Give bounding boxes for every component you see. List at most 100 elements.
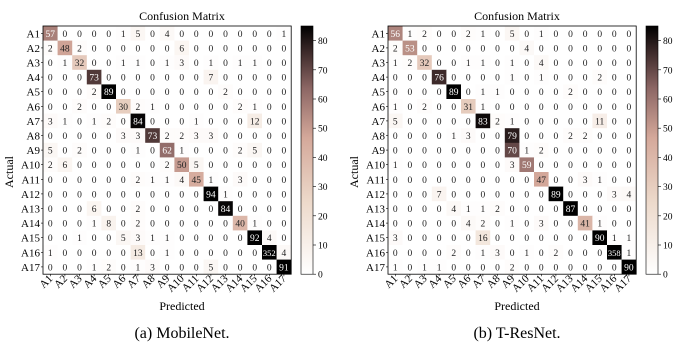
- row-tick-label: A11: [21, 174, 40, 186]
- matrix-cell: [461, 69, 476, 85]
- matrix-cell: [218, 142, 234, 158]
- cell-value: 1: [627, 234, 632, 244]
- cell-value: 3: [179, 59, 184, 69]
- matrix-cell: [475, 215, 491, 231]
- cell-value: 0: [612, 88, 617, 98]
- matrix-cell: [402, 128, 418, 144]
- matrix-cell: [145, 40, 161, 56]
- cell-value: 0: [627, 74, 632, 84]
- matrix-cell: [203, 128, 219, 144]
- matrix-cell: [262, 142, 277, 158]
- panel-a-caption: (a) MobileNet.: [134, 325, 229, 342]
- cell-value: 0: [568, 161, 573, 171]
- matrix-cell: [402, 69, 418, 85]
- matrix-cell: [116, 69, 131, 85]
- matrix-cell: [86, 69, 102, 85]
- matrix-cell: [519, 142, 535, 158]
- matrix-cell: [461, 157, 476, 173]
- matrix-cell: [577, 142, 593, 158]
- matrix-cell: [145, 69, 161, 85]
- cell-value: 0: [481, 44, 486, 54]
- cell-value: 0: [48, 103, 53, 113]
- matrix-cell: [101, 69, 117, 85]
- cell-value: 0: [267, 117, 272, 127]
- matrix-cell: [402, 40, 418, 56]
- cell-value: 0: [209, 234, 214, 244]
- cell-value: 1: [510, 74, 515, 84]
- matrix-cell: [577, 84, 593, 100]
- matrix-cell: [592, 245, 608, 260]
- matrix-cell: [203, 113, 219, 129]
- matrix-cell: [490, 245, 506, 260]
- matrix-cell: [203, 186, 219, 202]
- cell-value: 0: [282, 176, 287, 186]
- col-tick-label: A17: [612, 272, 634, 294]
- matrix-cell: [72, 215, 88, 231]
- matrix-cell: [607, 172, 622, 187]
- cell-value: 3: [583, 176, 588, 186]
- cell-value: 0: [165, 88, 170, 98]
- cell-value: 0: [481, 263, 486, 273]
- cell-value: 0: [510, 190, 515, 200]
- matrix-cell: [174, 84, 190, 100]
- matrix-cell: [607, 215, 622, 231]
- cell-value: 0: [451, 147, 456, 157]
- cell-value: 0: [408, 176, 413, 186]
- cell-value: 2: [165, 132, 170, 142]
- cell-value: 0: [92, 30, 97, 40]
- matrix-cell: [563, 186, 579, 202]
- cell-value: 0: [554, 30, 559, 40]
- row-tick-label: A14: [366, 218, 385, 230]
- matrix-cell: [86, 84, 102, 100]
- matrix-cell: [402, 230, 418, 246]
- matrix-cell: [276, 69, 292, 85]
- cell-value: 3: [238, 176, 243, 186]
- cell-value: 0: [510, 44, 515, 54]
- matrix-cell: [159, 245, 175, 260]
- matrix-cell: [519, 99, 535, 114]
- matrix-cell: [232, 26, 248, 41]
- cell-value: 0: [150, 147, 155, 157]
- cell-value: 87: [566, 205, 576, 215]
- cell-value: 50: [177, 161, 187, 171]
- cell-value: 0: [267, 30, 272, 40]
- cell-value: 79: [507, 132, 517, 142]
- matrix-cell: [72, 26, 88, 41]
- cell-value: 0: [136, 190, 141, 200]
- cell-value: 0: [510, 249, 515, 259]
- matrix-cell: [189, 99, 204, 114]
- cell-value: 0: [408, 249, 413, 259]
- matrix-cell: [247, 201, 263, 217]
- cell-value: 0: [495, 234, 500, 244]
- cell-value: 0: [92, 190, 97, 200]
- matrix-cell: [262, 128, 277, 144]
- cell-value: 0: [194, 234, 199, 244]
- matrix-cell: [388, 99, 403, 114]
- matrix-cell: [534, 259, 549, 275]
- matrix-cell: [86, 113, 102, 129]
- cell-value: 0: [466, 147, 471, 157]
- matrix-cell: [534, 113, 549, 129]
- cell-value: 0: [238, 88, 243, 98]
- matrix-cell: [116, 40, 131, 56]
- cell-value: 0: [451, 220, 456, 230]
- matrix-cell: [43, 40, 58, 56]
- cell-value: 0: [422, 190, 427, 200]
- matrix-cell: [607, 157, 622, 173]
- matrix-cell: [218, 157, 234, 173]
- cell-value: 0: [63, 88, 68, 98]
- cell-value: 1: [223, 190, 228, 200]
- matrix-cell: [262, 84, 277, 100]
- matrix-cell: [592, 99, 608, 114]
- matrix-cell: [490, 259, 506, 275]
- cell-value: 5: [48, 147, 53, 157]
- matrix-cell: [86, 259, 102, 275]
- cell-value: 0: [223, 220, 228, 230]
- cell-value: 0: [568, 44, 573, 54]
- cell-value: 4: [524, 44, 529, 54]
- cell-value: 3: [510, 161, 515, 171]
- colorbar-tick-label: 80: [318, 37, 328, 47]
- cell-value: 0: [121, 44, 126, 54]
- panel-b-caption: (b) T-ResNet.: [473, 325, 560, 342]
